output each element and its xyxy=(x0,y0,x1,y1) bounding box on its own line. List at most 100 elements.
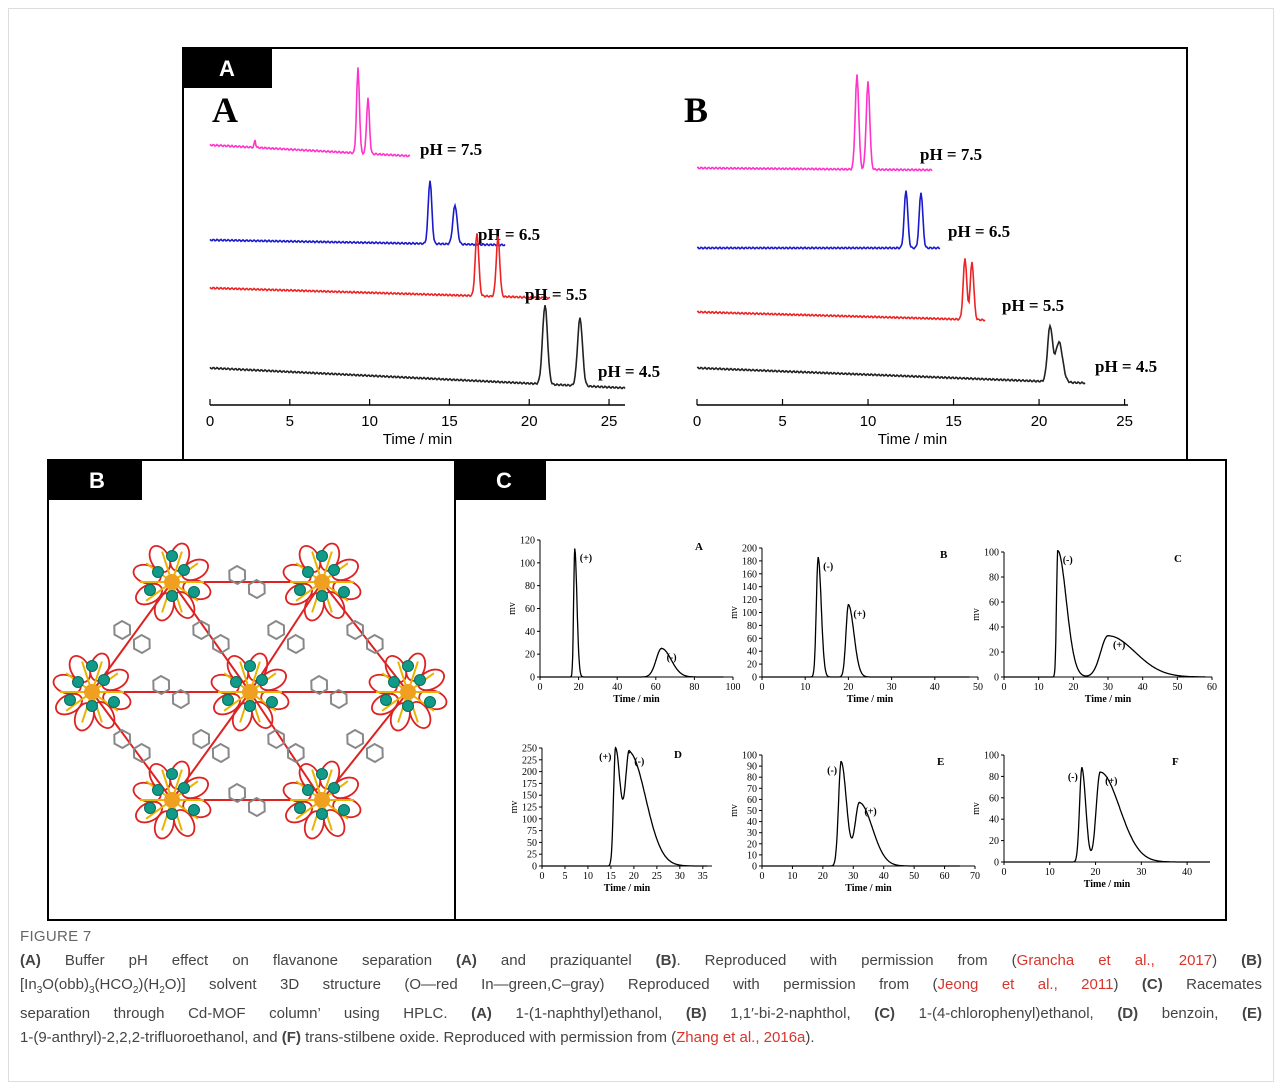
x-tick-label: 0 xyxy=(1002,867,1007,878)
x-tick-label: 15 xyxy=(945,413,962,430)
y-tick-label: 75 xyxy=(527,826,537,837)
peak-label: (-) xyxy=(827,766,837,777)
peak-label: (+) xyxy=(599,752,611,763)
y-tick-label: 60 xyxy=(525,604,535,615)
peak-apex xyxy=(1107,635,1109,637)
trace-label: pH = 4.5 xyxy=(598,362,660,381)
caption-segment: (B) xyxy=(1241,952,1262,969)
metal-atom xyxy=(317,769,328,780)
caption-line: separation through Cd-MOF column’ using … xyxy=(20,1002,1262,1026)
caption-line: [In3O(obb)3(HCO2)(H2O)] solvent 3D struc… xyxy=(20,973,1262,1003)
y-tick-label: 40 xyxy=(989,623,999,634)
metal-atom xyxy=(257,675,268,686)
trace-label: pH = 7.5 xyxy=(920,145,982,164)
x-tick-label: 40 xyxy=(1138,682,1148,693)
y-tick-label: 0 xyxy=(752,862,757,873)
peak-apex xyxy=(1099,771,1101,773)
caption-segment: (E) xyxy=(1242,1005,1262,1022)
metal-atom xyxy=(317,551,328,562)
cluster-core xyxy=(164,574,180,590)
metal-atom xyxy=(317,809,328,820)
citation-link[interactable]: Jeong et al., 2011 xyxy=(938,976,1114,993)
cluster-core xyxy=(400,684,416,700)
x-tick-label: 5 xyxy=(778,413,786,430)
y-tick-label: 20 xyxy=(747,660,757,671)
x-tick-label: 20 xyxy=(521,413,538,430)
metal-atom xyxy=(329,565,340,576)
peak-apex xyxy=(574,548,576,550)
metal-atom xyxy=(145,585,156,596)
x-tick-label: 15 xyxy=(441,413,458,430)
metal-atom xyxy=(179,565,190,576)
x-axis-label: Time / min xyxy=(604,883,651,894)
x-tick-label: 30 xyxy=(675,871,685,882)
x-axis-label: Time / min xyxy=(1084,879,1131,890)
caption-segment: ) xyxy=(1113,976,1141,993)
peak-label: (+) xyxy=(1105,776,1117,787)
x-tick-label: 10 xyxy=(361,413,378,430)
caption-segment: (D) xyxy=(1117,1005,1138,1022)
metal-atom xyxy=(267,697,278,708)
metal-atom xyxy=(403,701,414,712)
y-tick-label: 200 xyxy=(522,767,537,778)
x-tick-label: 20 xyxy=(818,871,828,882)
y-tick-label: 20 xyxy=(525,650,535,661)
caption-segment: (B) xyxy=(656,952,677,969)
peak-label: (+) xyxy=(1113,640,1125,651)
x-tick-label: 20 xyxy=(1031,413,1048,430)
x-tick-label: 5 xyxy=(562,871,567,882)
caption-segment: (F) xyxy=(282,1029,301,1046)
y-tick-label: 80 xyxy=(989,573,999,584)
y-tick-label: 25 xyxy=(527,850,537,861)
x-tick-label: 60 xyxy=(651,682,661,693)
metal-atom xyxy=(189,587,200,598)
x-tick-label: 20 xyxy=(574,682,584,693)
x-axis-label: Time / min xyxy=(845,883,892,894)
x-tick-label: 25 xyxy=(601,413,618,430)
y-tick-label: 20 xyxy=(747,839,757,850)
caption-segment: (A) xyxy=(471,1005,492,1022)
x-tick-label: 100 xyxy=(726,682,741,693)
peak-label: (+) xyxy=(864,807,876,818)
y-tick-label: 80 xyxy=(747,773,757,784)
peak-apex xyxy=(840,761,842,763)
caption-segment: 1-(1-naphthyl)ethanol, xyxy=(492,1005,686,1022)
peak-label: (-) xyxy=(823,562,833,573)
x-tick-label: 0 xyxy=(693,413,701,430)
caption-segment: 1,1′-bi-2-naphthol, xyxy=(707,1005,875,1022)
y-tick-label: 0 xyxy=(530,673,535,684)
metal-atom xyxy=(317,591,328,602)
caption-segment: [In xyxy=(20,976,37,993)
y-tick-label: 10 xyxy=(747,850,757,861)
peak-apex xyxy=(1057,550,1059,552)
x-tick-label: 10 xyxy=(787,871,797,882)
subplot-letter: B xyxy=(940,549,948,561)
x-tick-label: 10 xyxy=(800,682,810,693)
metal-atom xyxy=(245,661,256,672)
metal-atom xyxy=(109,697,120,708)
caption-label: FIGURE 7 xyxy=(20,928,1262,945)
cluster-core xyxy=(242,684,258,700)
x-tick-label: 40 xyxy=(930,682,940,693)
peak-label: (-) xyxy=(1068,772,1078,783)
y-tick-label: 40 xyxy=(525,627,535,638)
citation-link[interactable]: Grancha et al., 2017 xyxy=(1017,952,1212,969)
citation-link[interactable]: Zhang et al., 2016a xyxy=(676,1029,805,1046)
x-tick-label: 25 xyxy=(1116,413,1133,430)
x-tick-label: 60 xyxy=(1207,682,1217,693)
metal-atom xyxy=(295,585,306,596)
y-tick-label: 40 xyxy=(747,647,757,658)
x-tick-label: 25 xyxy=(652,871,662,882)
x-tick-label: 10 xyxy=(1034,682,1044,693)
x-tick-label: 0 xyxy=(540,871,545,882)
y-tick-label: 0 xyxy=(994,858,999,869)
caption-segment: (B) xyxy=(686,1005,707,1022)
caption-segment: ) xyxy=(1212,952,1241,969)
metal-atom xyxy=(153,567,164,578)
caption-segment: . Reproduced with permission from ( xyxy=(677,952,1017,969)
y-tick-label: 80 xyxy=(747,621,757,632)
x-axis-label: Time / min xyxy=(383,431,452,448)
x-tick-label: 70 xyxy=(970,871,980,882)
subplot-letter: E xyxy=(937,756,944,768)
y-axis-label: mv xyxy=(507,602,518,615)
